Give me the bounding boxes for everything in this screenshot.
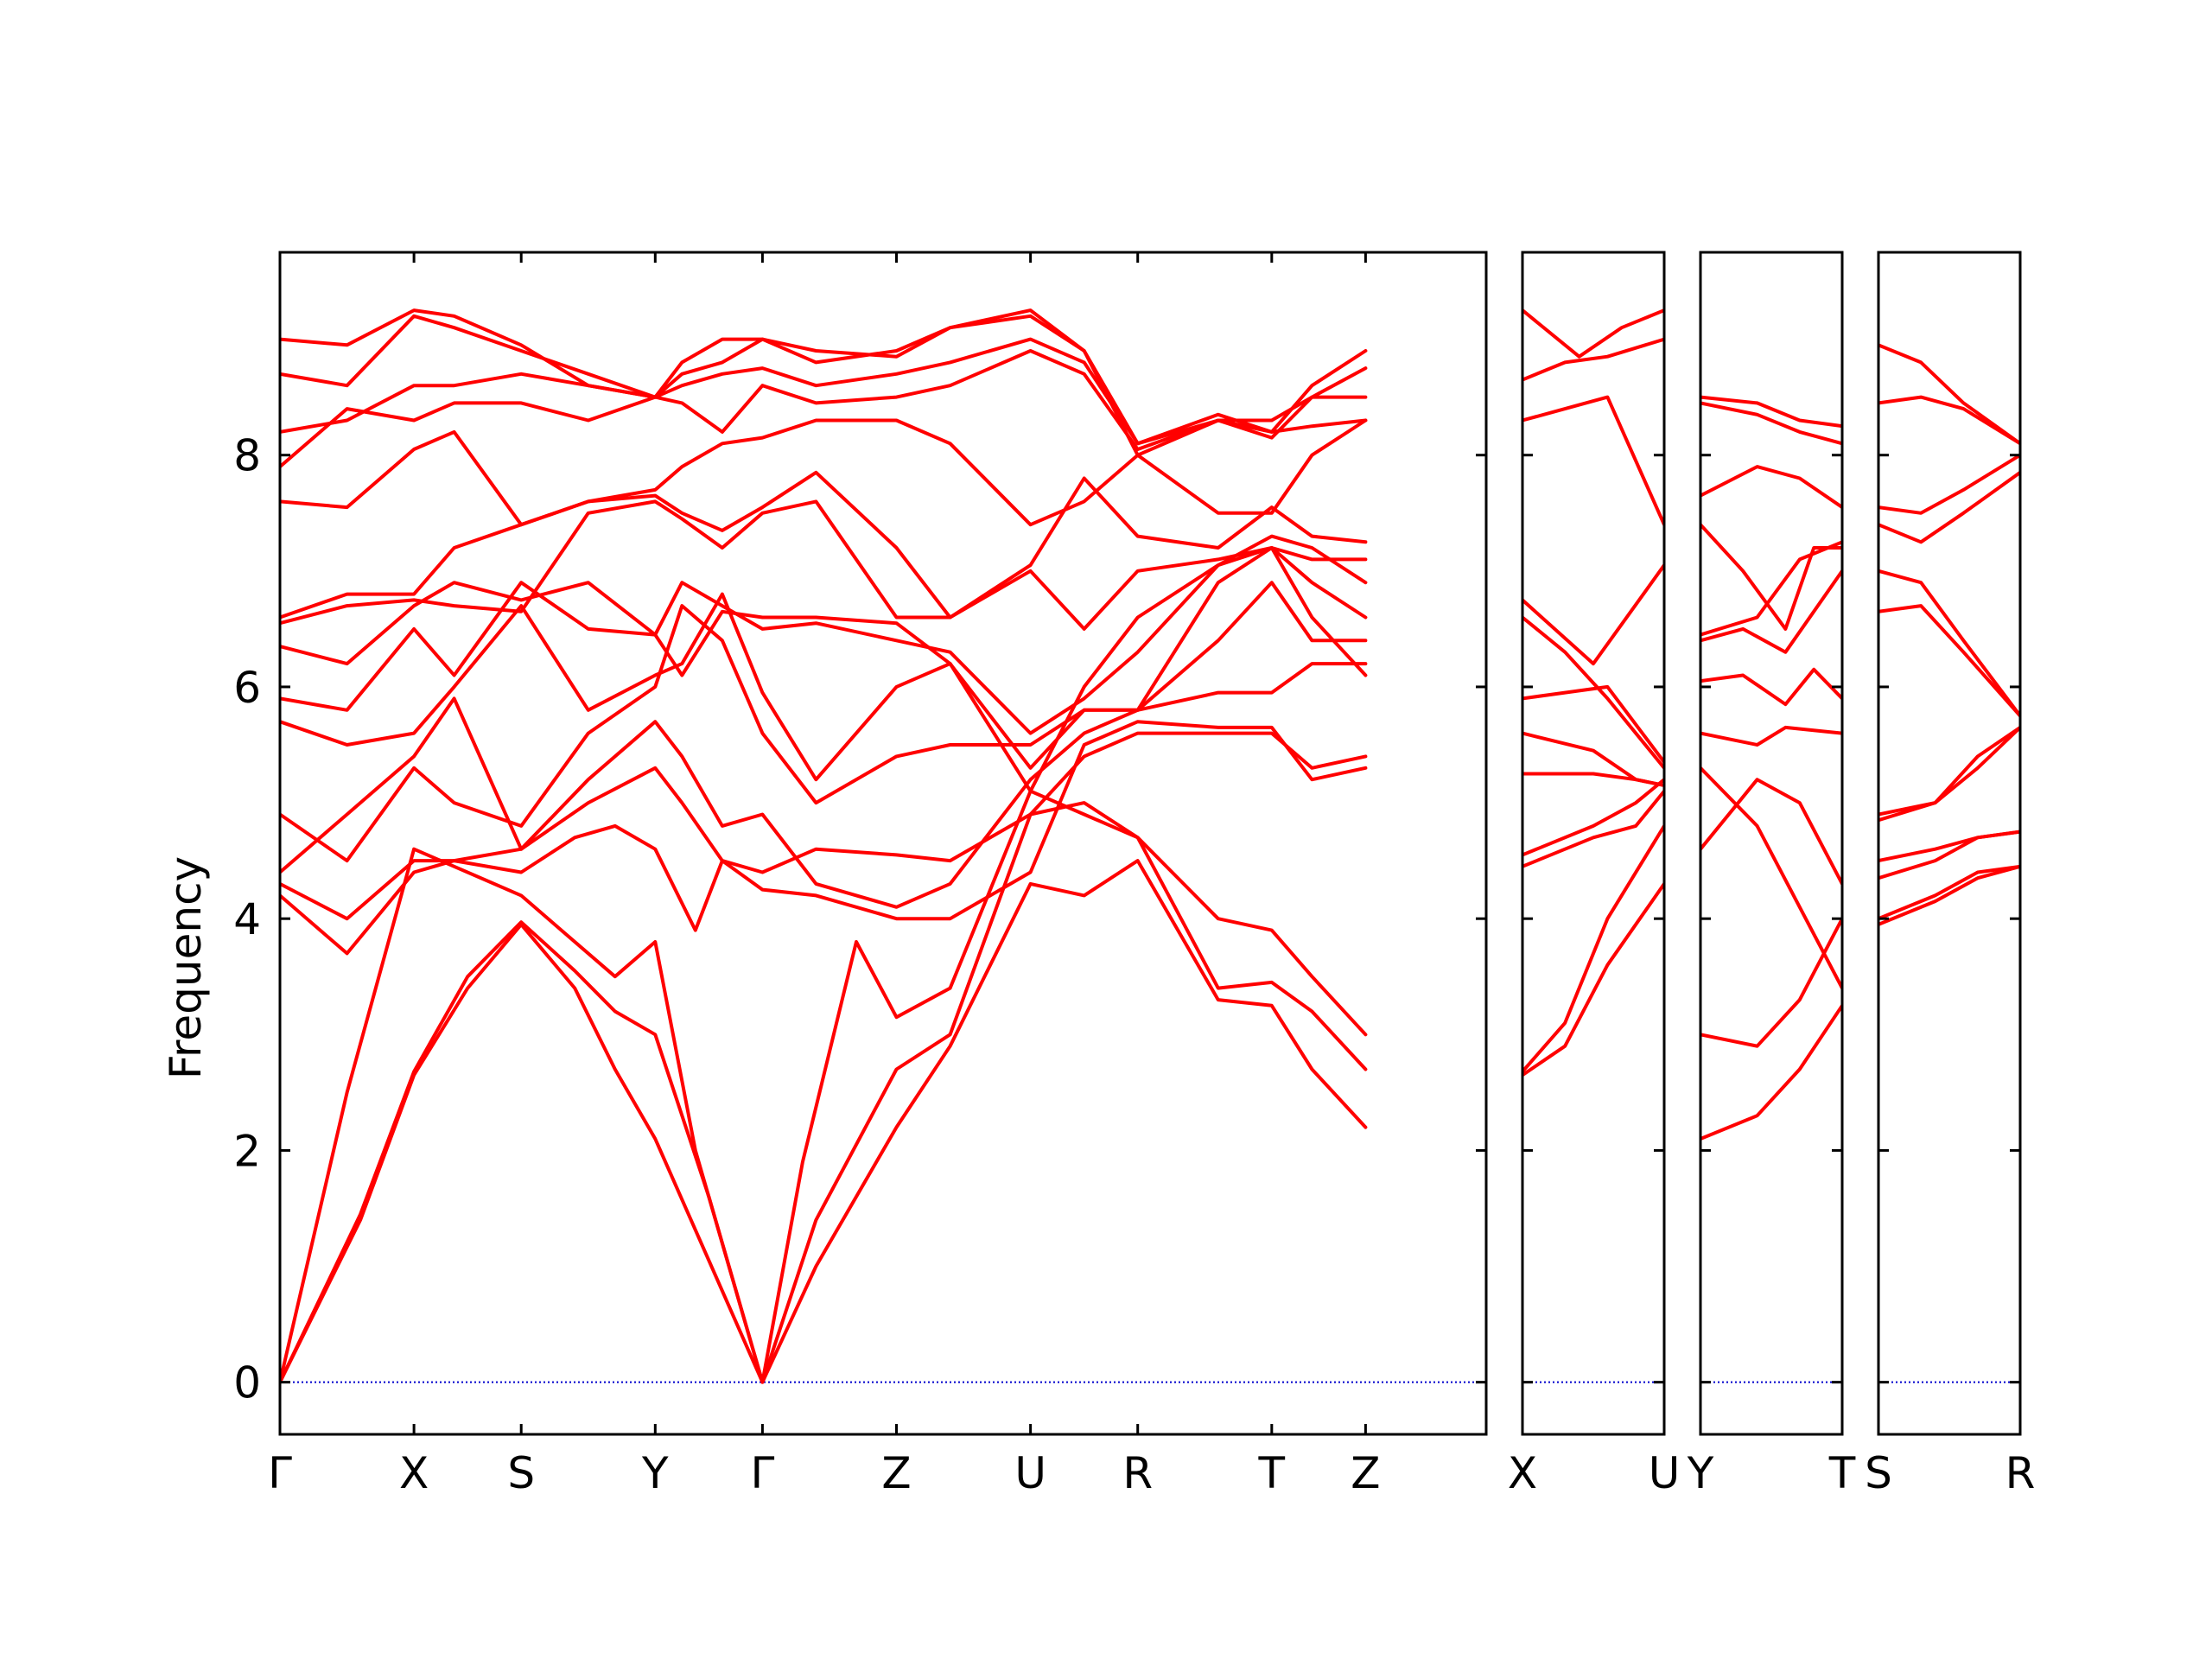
panel-frame (1521, 251, 1666, 1436)
band-line-13 (280, 418, 1368, 527)
panel-frame (278, 251, 1488, 1436)
band-line-15 (280, 337, 1368, 446)
y-tick-label: 0 (233, 1358, 261, 1408)
band-line-10 (1700, 465, 1842, 510)
x-tick-label: Z (881, 1448, 911, 1498)
band-line-5 (1878, 725, 2020, 823)
band-line-3 (1700, 778, 1842, 886)
band-line-7 (280, 581, 1368, 863)
band-line-7 (1878, 604, 2020, 718)
band-line-11 (280, 499, 1368, 631)
band-line-2 (1878, 864, 2020, 921)
x-tick-label: X (1508, 1448, 1537, 1498)
band-line-1 (1522, 881, 1664, 1077)
band-line-11 (1878, 395, 2020, 446)
band-line-8 (1878, 569, 2020, 718)
x-tick-label: X (399, 1448, 429, 1498)
band-line-8 (1522, 615, 1664, 770)
band-line-9 (1522, 563, 1664, 666)
panel-frame (1699, 251, 1844, 1436)
band-line-11 (1700, 401, 1842, 446)
band-group (1700, 395, 1842, 1141)
panel-1: Γ X S Y Γ Z U R T Z 0 2 4 6 8 (233, 251, 1488, 1498)
band-line-3 (280, 789, 1368, 1384)
band-line-12 (1878, 343, 2020, 446)
band-line-10 (1522, 395, 1664, 527)
band-line-2 (1700, 917, 1842, 1048)
x-tick-label: Y (641, 1448, 669, 1498)
band-group (1522, 308, 1664, 1077)
x-tick-label: R (2005, 1448, 2036, 1498)
band-line-8 (280, 546, 1368, 782)
band-line-10 (1878, 453, 2020, 515)
band-line-1 (280, 859, 1368, 1384)
band-line-6 (280, 662, 1368, 909)
y-tick-label: 4 (233, 894, 261, 944)
band-line-4 (1700, 766, 1842, 990)
band-line-9 (280, 546, 1368, 735)
x-tick-label: Γ (268, 1448, 292, 1498)
band-line-5 (1700, 725, 1842, 747)
band-group (1878, 343, 2020, 926)
band-line-1 (1700, 1003, 1842, 1141)
x-tick-label: S (1865, 1448, 1892, 1498)
band-line-11 (1522, 337, 1664, 382)
band-line-6 (1878, 725, 2020, 817)
band-line-5 (280, 720, 1368, 921)
band-line-12 (1700, 395, 1842, 429)
x-tick-label: Z (1351, 1448, 1380, 1498)
band-line-4 (280, 731, 1368, 956)
band-group (280, 308, 1368, 1384)
band-line-17 (280, 308, 1368, 446)
band-line-9 (1878, 470, 2020, 544)
band-line-16 (280, 308, 1368, 457)
band-line-2 (280, 801, 1368, 1384)
x-tick-label: T (1828, 1448, 1856, 1498)
x-tick-label: U (1649, 1448, 1681, 1498)
band-line-14 (280, 349, 1368, 469)
x-tick-label: U (1014, 1448, 1046, 1498)
band-line-6 (1700, 667, 1842, 707)
band-line-4 (1522, 778, 1664, 857)
y-tick-label: 2 (233, 1126, 261, 1176)
band-line-10 (280, 534, 1368, 793)
band-line-3 (1522, 789, 1664, 868)
y-tick-label: 6 (233, 663, 261, 713)
panel-frame (1877, 251, 2022, 1436)
x-tick-label: R (1122, 1448, 1153, 1498)
x-tick-label: S (507, 1448, 535, 1498)
band-line-6 (1522, 731, 1664, 787)
x-tick-label: Y (1687, 1448, 1714, 1498)
band-line-9 (1700, 523, 1842, 631)
x-tick-label: Γ (750, 1448, 774, 1498)
band-line-7 (1522, 684, 1664, 765)
x-tick-label: T (1258, 1448, 1286, 1498)
band-line-8 (1700, 540, 1842, 637)
y-tick-label: 8 (233, 431, 261, 481)
band-line-7 (1700, 569, 1842, 654)
band-line-1 (1878, 864, 2020, 926)
band-line-2 (1522, 823, 1664, 1074)
band-line-4 (1878, 830, 2020, 863)
y-axis-label: Frequency (161, 856, 211, 1079)
band-line-12 (280, 470, 1368, 620)
band-line-12 (1522, 308, 1664, 359)
